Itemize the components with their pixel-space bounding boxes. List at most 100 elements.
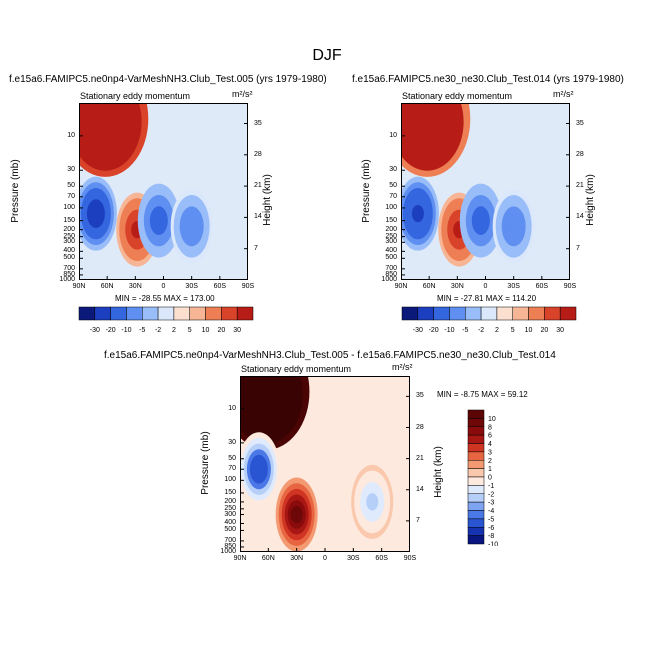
panel-left-string-3: Stationary eddy momentum [241, 364, 352, 374]
y-tick-label: 250 [63, 232, 75, 240]
colorbar-label: 10 [488, 416, 496, 423]
colorbar-box [78, 306, 96, 321]
colorbar-box [467, 493, 485, 503]
y2-tick-label: 21 [254, 182, 262, 190]
colorbar-box [449, 306, 466, 321]
x-tick-label: 60N [261, 555, 275, 562]
figure-title: DJF [312, 47, 342, 64]
colorbar-label: -6 [488, 525, 494, 532]
x-tick-label: 60S [535, 283, 549, 290]
y-tick-label: 10 [389, 131, 397, 139]
colorbar-box [236, 306, 254, 321]
y2-tick-label: 14 [416, 485, 424, 493]
colorbar-label: 3 [488, 449, 492, 456]
colorbar-box [467, 501, 485, 511]
colorbar-box [173, 306, 190, 321]
min-max-1: MIN = -28.55 MAX = 173.00 [115, 294, 215, 303]
y2-tick-label: 21 [576, 182, 584, 190]
y2-tick-label: 35 [416, 392, 424, 400]
contour-plot-2 [401, 103, 570, 280]
y2-tick-label: 7 [576, 244, 580, 252]
y-tick-label: 700 [63, 264, 75, 272]
y-tick-label: 500 [385, 254, 397, 262]
colorbar-box [110, 306, 127, 321]
x-tick-label: 0 [323, 555, 327, 562]
field-feature-2-level-5 [89, 204, 102, 223]
colorbar-box [467, 485, 485, 494]
colorbar-label: 10 [202, 327, 210, 334]
y-tick-label: 250 [385, 232, 397, 240]
x-tick-label: 30S [347, 555, 360, 562]
y-tick-label: 10 [67, 131, 75, 139]
colorbar-box [467, 527, 485, 536]
x-tick-label: 90N [72, 283, 86, 290]
colorbar-label: -10 [444, 327, 454, 334]
colorbar-box [467, 468, 485, 478]
colorbar-label: -5 [139, 327, 145, 334]
y2-axis-label-1: Height (km) [262, 174, 273, 226]
colorbar-box [467, 426, 485, 436]
panel-left-string-2: Stationary eddy momentum [402, 91, 513, 101]
colorbar-label: 1 [488, 466, 492, 473]
y-tick-label: 250 [224, 504, 236, 512]
colorbar-label: 10 [525, 327, 533, 334]
colorbar-box [496, 306, 513, 321]
y-tick-label: 70 [228, 465, 236, 473]
colorbar-label: 2 [172, 327, 176, 334]
panel-units-3: m²/s² [392, 362, 413, 372]
y-tick-label: 50 [228, 454, 236, 462]
x-tick-label: 90S [241, 283, 255, 290]
panel-units-1: m²/s² [232, 89, 253, 99]
colorbar-box [433, 306, 450, 321]
y-tick-label: 200 [224, 497, 236, 505]
x-tick-label: 30S [185, 283, 198, 290]
field-feature-0-level-5 [256, 394, 277, 419]
case-title-1: f.e15a6.FAMIPC5.ne0np4-VarMeshNH3.Club_T… [9, 74, 327, 85]
colorbar-label: -2 [478, 327, 484, 334]
y-tick-label: 70 [389, 192, 397, 200]
y2-tick-label: 28 [576, 150, 584, 158]
colorbar-box [94, 306, 111, 321]
y-tick-label: 100 [385, 203, 397, 211]
y-tick-label: 400 [224, 519, 236, 527]
colorbar-box [189, 306, 206, 321]
colorbar-box [559, 306, 577, 321]
x-tick-label: 30N [450, 283, 464, 290]
colorbar-box [465, 306, 482, 321]
colorbar-box [467, 451, 485, 461]
y-tick-label: 150 [385, 216, 397, 224]
colorbar-label: 30 [233, 327, 241, 334]
colorbar-box [467, 418, 485, 427]
y2-tick-label: 14 [254, 213, 262, 221]
field-feature-2-level-5 [252, 460, 265, 478]
y-tick-label: 300 [224, 510, 236, 518]
panel-left-string-1: Stationary eddy momentum [80, 91, 191, 101]
y-tick-label: 70 [67, 192, 75, 200]
colorbar-label: 6 [488, 433, 492, 440]
colorbar-label: 0 [488, 475, 492, 482]
y-axis-label-1: Pressure (mb) [10, 159, 21, 223]
field-feature-4-level-5 [507, 217, 520, 235]
y-tick-label: 850 [63, 270, 75, 278]
colorbar-label: 2 [488, 458, 492, 465]
y2-tick-label: 7 [254, 244, 258, 252]
colorbar-label: 20 [540, 327, 548, 334]
colorbar-box [528, 306, 545, 321]
contour-plot-1 [79, 103, 248, 280]
x-tick-label: 90S [403, 555, 417, 562]
colorbar-label: -10 [121, 327, 131, 334]
x-tick-label: 60S [375, 555, 388, 562]
colorbar-box [467, 409, 485, 419]
y-tick-label: 1000 [220, 548, 236, 555]
y-tick-label: 150 [224, 488, 236, 496]
colorbar-label: 5 [511, 327, 515, 334]
field-feature-3-level-5 [366, 493, 379, 511]
colorbar-box [467, 460, 485, 469]
field-feature-0-level-5 [95, 121, 115, 147]
y-tick-label: 30 [389, 166, 397, 174]
y-tick-label: 400 [63, 247, 75, 255]
panel-units-2: m²/s² [553, 89, 574, 99]
y-tick-label: 200 [385, 225, 397, 233]
colorbar-label: -20 [429, 327, 439, 334]
case-title-3: f.e15a6.FAMIPC5.ne0np4-VarMeshNH3.Club_T… [104, 350, 556, 361]
